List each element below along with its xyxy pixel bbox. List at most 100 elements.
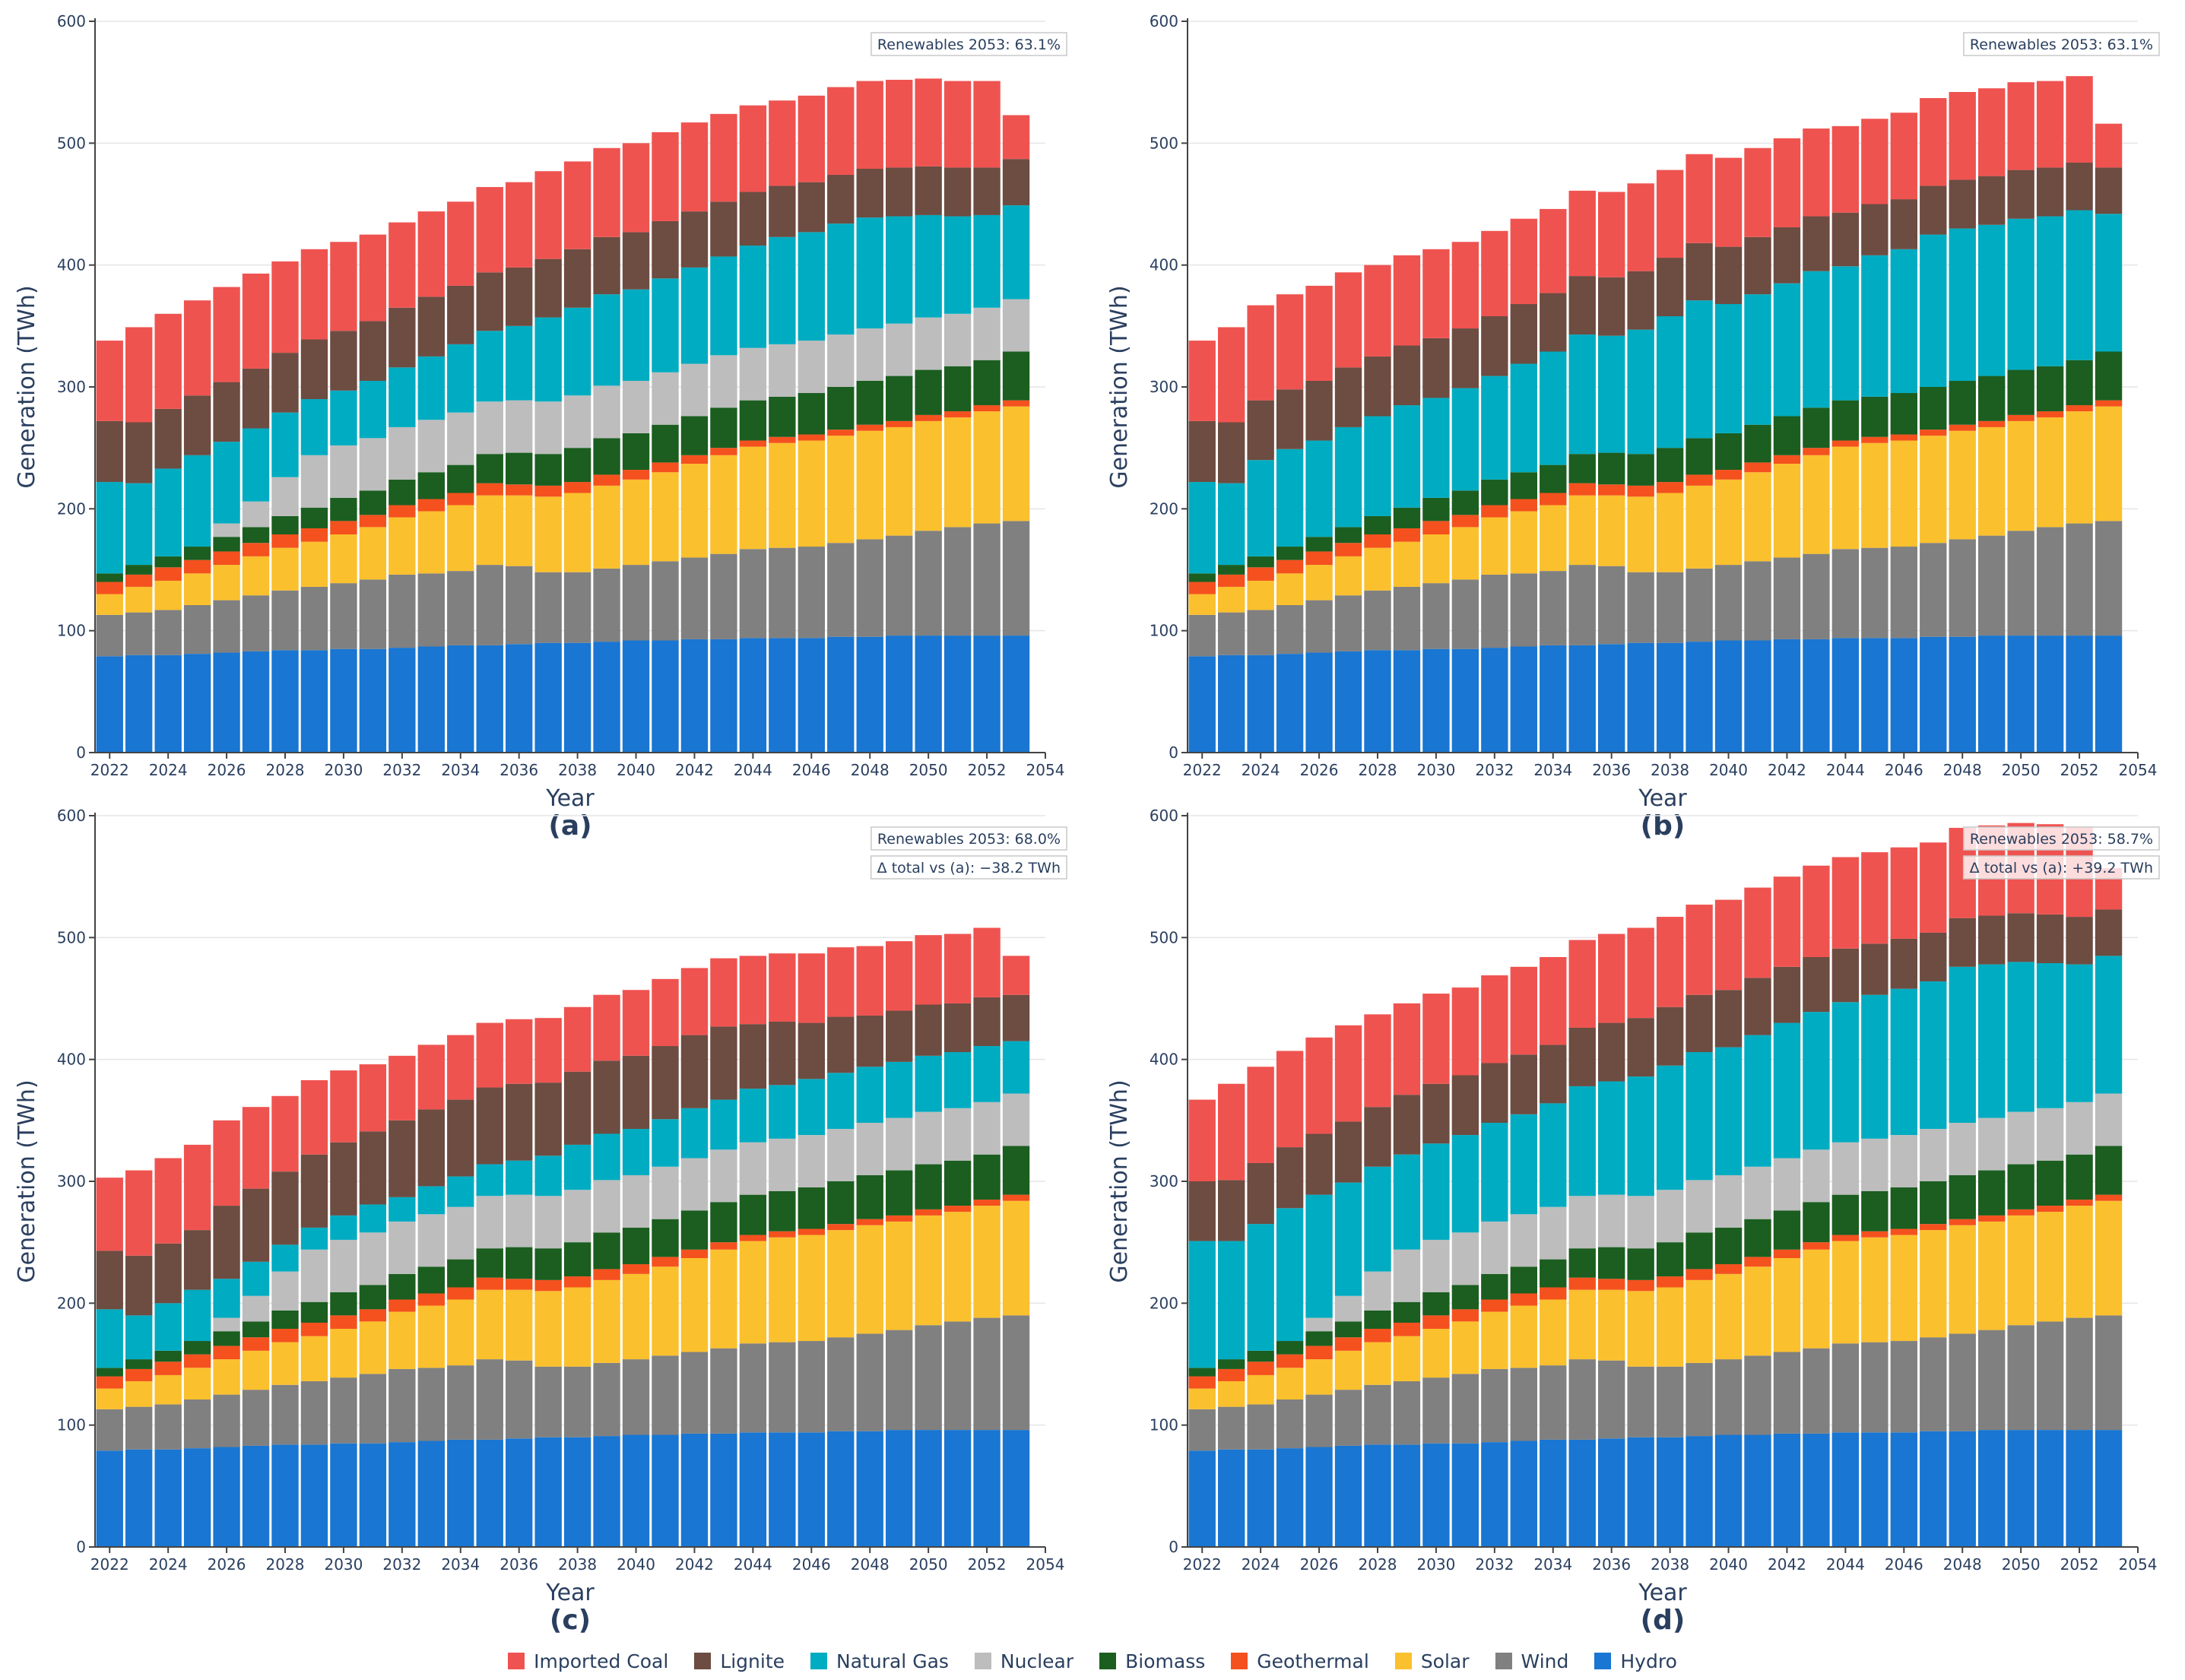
bar-biomass-2040 xyxy=(622,433,650,471)
bar-lignite-2025 xyxy=(183,395,211,455)
bar-biomass-2031 xyxy=(359,490,387,515)
bar-solar-2043 xyxy=(710,455,737,554)
bar-geothermal-2026 xyxy=(1305,551,1333,566)
bar-wind-2041 xyxy=(652,561,679,641)
bar-geothermal-2030 xyxy=(1422,521,1450,535)
bar-natural-gas-2048 xyxy=(1949,966,1976,1124)
y-tick-label: 200 xyxy=(1150,1294,1178,1312)
bar-lignite-2043 xyxy=(710,201,737,257)
bar-biomass-2045 xyxy=(769,396,796,437)
bar-geothermal-2025 xyxy=(1276,1354,1304,1368)
bar-biomass-2025 xyxy=(183,1341,211,1355)
bar-imported-coal-2052 xyxy=(973,927,1001,997)
bar-lignite-2052 xyxy=(2066,162,2093,211)
bar-geothermal-2049 xyxy=(886,1215,913,1222)
bar-solar-2039 xyxy=(1686,1279,1713,1363)
bar-geothermal-2035 xyxy=(1568,1277,1596,1290)
bar-lignite-2034 xyxy=(1540,293,1567,352)
bar-wind-2042 xyxy=(680,1352,709,1434)
bar-lignite-2047 xyxy=(827,175,855,224)
bar-hydro-2053 xyxy=(1002,1430,1030,1547)
x-tick-label: 2054 xyxy=(2119,761,2158,779)
legend-item-solar[interactable]: Solar xyxy=(1394,1650,1470,1672)
bar-lignite-2050 xyxy=(2007,170,2034,219)
bar-lignite-2022 xyxy=(96,420,123,483)
bar-geothermal-2023 xyxy=(1218,574,1245,587)
legend-item-natural-gas[interactable]: Natural Gas xyxy=(810,1650,949,1672)
bar-wind-2035 xyxy=(1568,1359,1596,1440)
legend-item-imported-coal[interactable]: Imported Coal xyxy=(508,1650,668,1672)
bar-natural-gas-2024 xyxy=(154,1303,182,1351)
legend-swatch xyxy=(1394,1653,1412,1669)
bar-geothermal-2049 xyxy=(886,420,913,427)
bar-solar-2028 xyxy=(271,547,299,591)
bar-lignite-2027 xyxy=(242,368,270,429)
bar-natural-gas-2042 xyxy=(680,267,709,364)
legend-swatch xyxy=(508,1653,525,1669)
bar-geothermal-2046 xyxy=(798,434,825,441)
legend-item-geothermal[interactable]: Geothermal xyxy=(1231,1650,1369,1672)
bar-imported-coal-2029 xyxy=(1393,255,1421,346)
bar-natural-gas-2029 xyxy=(300,399,328,455)
bar-nuclear-2039 xyxy=(1686,1180,1713,1233)
bar-hydro-2033 xyxy=(1510,646,1537,753)
bar-biomass-2051 xyxy=(2036,1160,2064,1206)
bar-geothermal-2052 xyxy=(973,1200,1001,1206)
bar-lignite-2038 xyxy=(563,249,591,308)
bar-biomass-2052 xyxy=(2066,1154,2093,1200)
bar-nuclear-2047 xyxy=(1920,1129,1947,1181)
bar-natural-gas-2046 xyxy=(798,232,825,341)
annotation-text: Renewables 2053: 68.0% xyxy=(877,831,1061,848)
bar-solar-2033 xyxy=(417,511,445,574)
bar-wind-2024 xyxy=(1247,1404,1274,1450)
bar-natural-gas-2030 xyxy=(330,390,357,445)
bar-biomass-2037 xyxy=(534,1248,562,1280)
bar-solar-2022 xyxy=(1188,594,1216,615)
bar-wind-2039 xyxy=(1686,1362,1713,1437)
bar-biomass-2037 xyxy=(1627,454,1654,486)
legend-item-nuclear[interactable]: Nuclear xyxy=(974,1650,1073,1672)
x-tick-label: 2034 xyxy=(441,1555,480,1574)
bar-natural-gas-2032 xyxy=(1481,376,1508,480)
bar-solar-2025 xyxy=(1276,573,1304,605)
bar-nuclear-2030 xyxy=(330,1239,357,1292)
bar-lignite-2048 xyxy=(1949,918,1976,967)
bar-wind-2025 xyxy=(1276,604,1304,655)
bar-nuclear-2033 xyxy=(417,1214,445,1267)
bar-imported-coal-2022 xyxy=(96,1178,123,1251)
bar-natural-gas-2038 xyxy=(1656,316,1684,449)
bar-natural-gas-2039 xyxy=(593,1133,620,1181)
bar-imported-coal-2042 xyxy=(680,122,709,212)
bar-biomass-2048 xyxy=(856,1174,883,1219)
bar-imported-coal-2023 xyxy=(125,327,153,423)
bar-biomass-2052 xyxy=(2066,360,2093,406)
bar-biomass-2047 xyxy=(1920,387,1947,430)
panel-c: 0 100 200 300 400 500 600 2022 2024 2026 2028 2030 2… xyxy=(14,807,1067,1636)
x-tick-label: 2048 xyxy=(851,1555,890,1574)
bar-wind-2030 xyxy=(330,1377,357,1444)
legend-item-hydro[interactable]: Hydro xyxy=(1594,1650,1677,1672)
bar-solar-2051 xyxy=(943,417,972,528)
bar-geothermal-2033 xyxy=(1510,1293,1537,1306)
bar-imported-coal-2049 xyxy=(886,79,913,168)
bar-wind-2039 xyxy=(593,568,620,642)
legend-item-lignite[interactable]: Lignite xyxy=(694,1650,785,1672)
y-tick-label: 300 xyxy=(1150,1172,1178,1190)
bar-geothermal-2022 xyxy=(96,582,123,594)
legend-item-wind[interactable]: Wind xyxy=(1495,1650,1568,1672)
x-tick-label: 2036 xyxy=(1592,761,1631,779)
bar-natural-gas-2050 xyxy=(915,214,942,318)
legend-item-biomass[interactable]: Biomass xyxy=(1099,1650,1205,1672)
x-tick-label: 2024 xyxy=(1242,761,1280,779)
bar-lignite-2043 xyxy=(710,1026,737,1100)
bar-biomass-2038 xyxy=(1656,1242,1684,1277)
y-tick-label: 300 xyxy=(57,1172,86,1190)
bar-biomass-2041 xyxy=(652,1219,679,1257)
x-tick-label: 2050 xyxy=(909,1555,948,1574)
bar-biomass-2034 xyxy=(447,464,474,493)
bar-wind-2049 xyxy=(1978,1330,2006,1431)
bar-imported-coal-2033 xyxy=(1510,218,1537,304)
bar-biomass-2027 xyxy=(242,527,270,544)
bar-solar-2049 xyxy=(1978,1221,2006,1330)
bar-hydro-2036 xyxy=(1598,1438,1625,1547)
